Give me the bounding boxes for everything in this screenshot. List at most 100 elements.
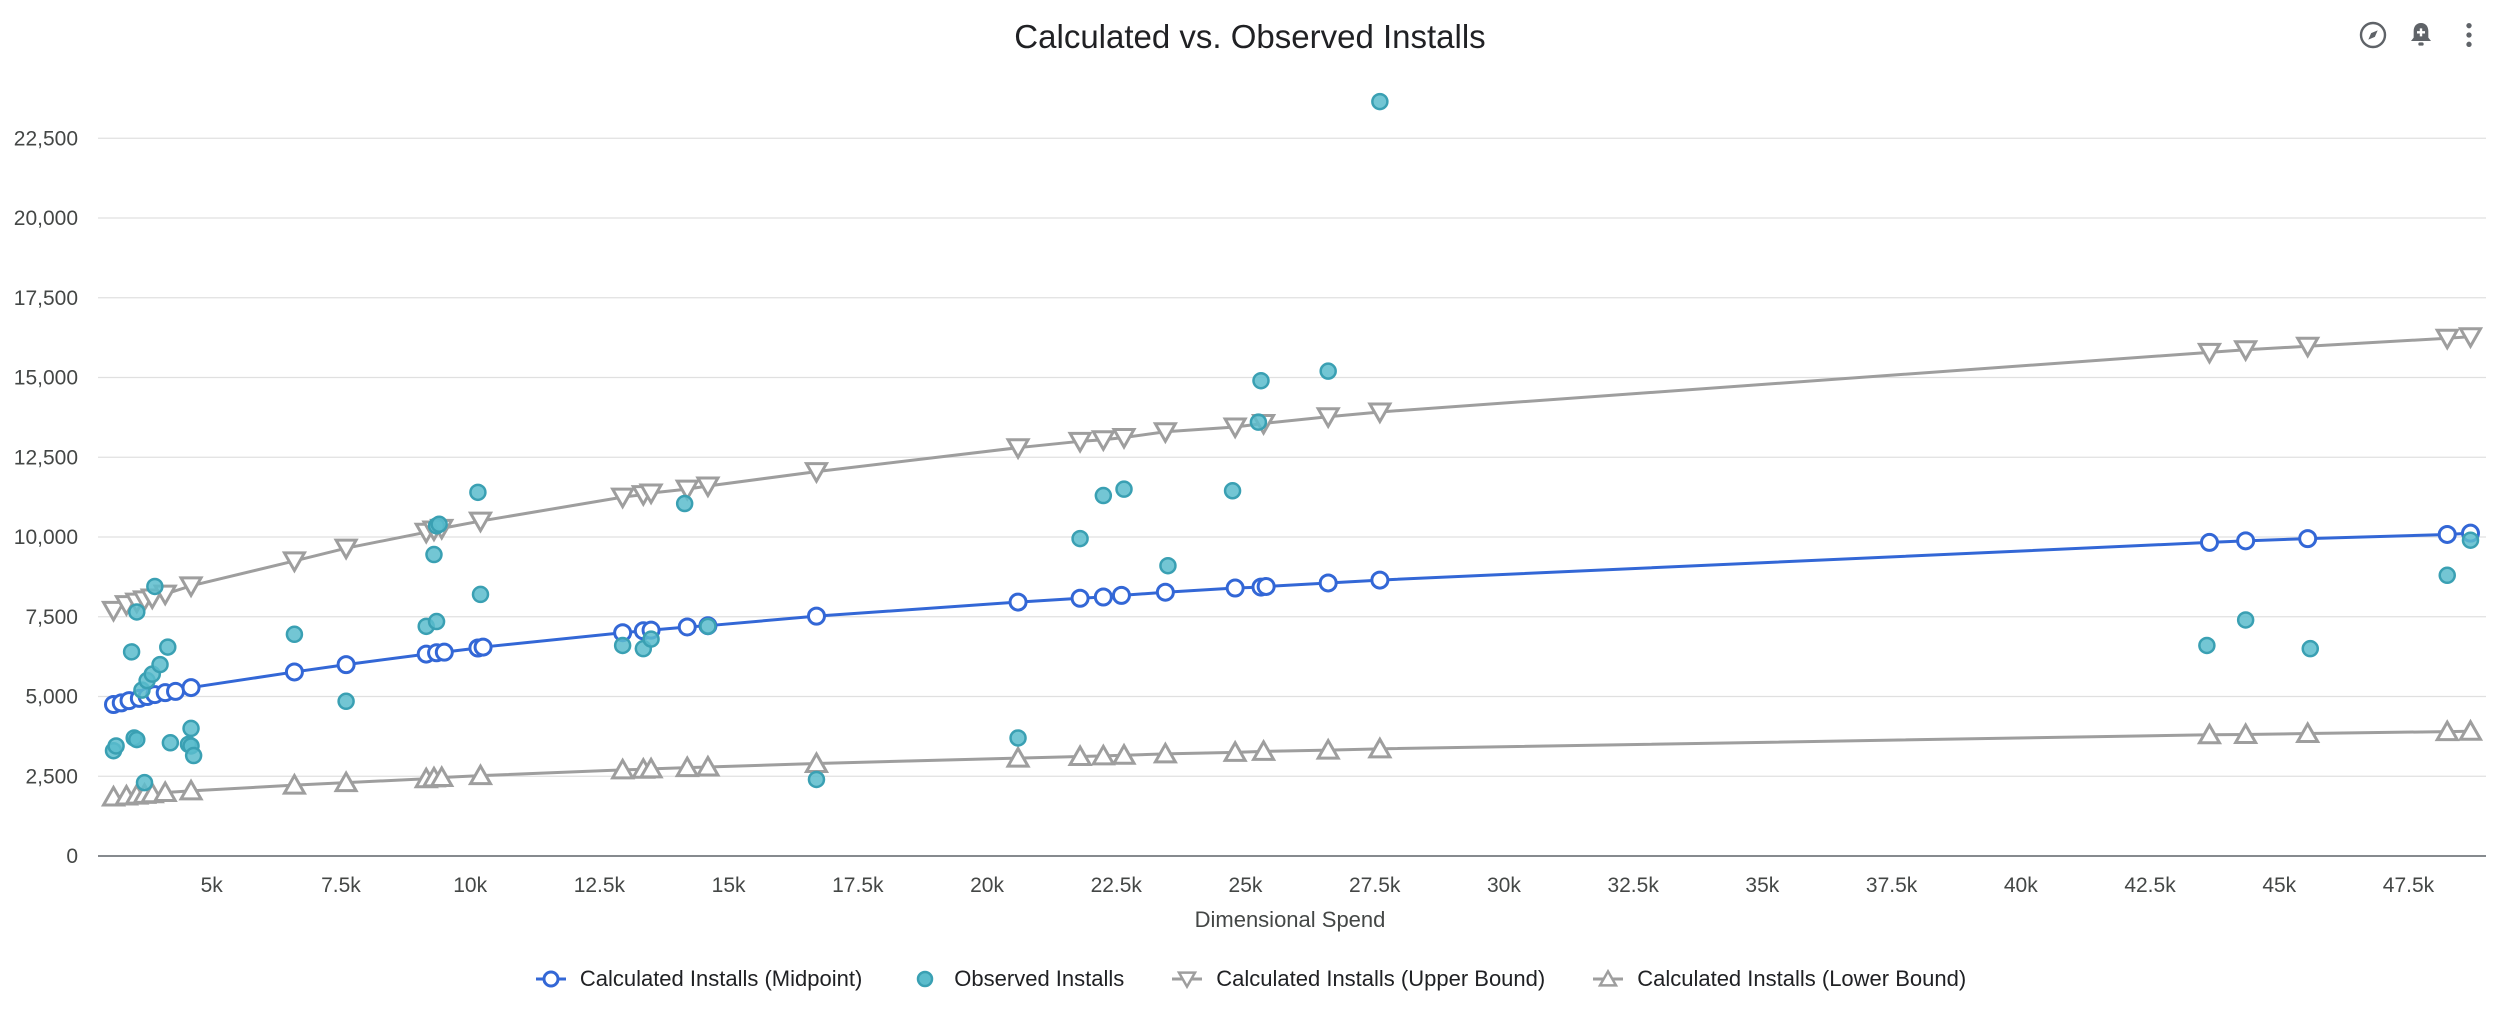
data-point[interactable]	[333, 770, 359, 793]
data-point[interactable]	[1094, 486, 1113, 505]
data-point[interactable]	[2233, 721, 2259, 744]
data-point[interactable]	[1222, 739, 1248, 762]
data-point[interactable]	[333, 538, 359, 561]
data-point[interactable]	[100, 600, 127, 623]
data-point[interactable]	[1315, 407, 1341, 430]
legend-item[interactable]: Calculated Installs (Midpoint)	[534, 966, 862, 992]
data-point[interactable]	[806, 606, 826, 626]
data-point[interactable]	[638, 483, 664, 506]
data-point[interactable]	[1005, 745, 1031, 768]
data-point[interactable]	[429, 765, 455, 788]
data-point[interactable]	[2198, 636, 2216, 655]
data-point[interactable]	[1090, 430, 1116, 453]
data-point[interactable]	[1152, 741, 1178, 764]
data-point[interactable]	[1009, 729, 1027, 747]
data-point[interactable]	[807, 770, 826, 789]
data-point[interactable]	[1111, 427, 1137, 451]
data-point[interactable]	[1159, 556, 1177, 575]
data-point[interactable]	[1223, 482, 1242, 500]
data-point[interactable]	[2295, 720, 2321, 744]
data-point[interactable]	[159, 638, 177, 656]
data-point[interactable]	[425, 545, 443, 564]
data-point[interactable]	[1111, 585, 1131, 605]
data-point[interactable]	[1090, 743, 1116, 766]
data-point[interactable]	[2457, 327, 2484, 350]
data-point[interactable]	[695, 476, 721, 499]
data-point[interactable]	[1370, 570, 1390, 590]
data-point[interactable]	[2434, 719, 2460, 742]
data-point[interactable]	[181, 678, 201, 698]
data-point[interactable]	[2236, 611, 2255, 629]
data-point[interactable]	[2298, 529, 2318, 549]
data-point[interactable]	[281, 551, 308, 574]
data-point[interactable]	[1067, 743, 1093, 766]
legend-item[interactable]: Calculated Installs (Upper Bound)	[1170, 966, 1545, 992]
data-point[interactable]	[2295, 336, 2321, 359]
data-point[interactable]	[1071, 529, 1089, 548]
data-point[interactable]	[1367, 402, 1393, 425]
data-point[interactable]	[2233, 340, 2259, 363]
data-point[interactable]	[184, 746, 203, 765]
data-point[interactable]	[2437, 524, 2457, 544]
data-point[interactable]	[427, 612, 446, 631]
data-point[interactable]	[178, 778, 204, 801]
data-point[interactable]	[281, 772, 308, 795]
data-point[interactable]	[642, 630, 660, 648]
data-point[interactable]	[284, 662, 304, 682]
data-point[interactable]	[1225, 578, 1245, 598]
data-point[interactable]	[1319, 362, 1337, 380]
data-point[interactable]	[1070, 588, 1090, 608]
data-point[interactable]	[2461, 531, 2480, 549]
data-point[interactable]	[1067, 431, 1093, 454]
data-point[interactable]	[2236, 531, 2256, 551]
data-point[interactable]	[610, 757, 636, 780]
data-point[interactable]	[2196, 722, 2223, 745]
add-alert-icon[interactable]	[2404, 18, 2438, 52]
data-point[interactable]	[471, 585, 490, 604]
data-point[interactable]	[467, 511, 494, 534]
data-point[interactable]	[467, 763, 494, 786]
data-point[interactable]	[613, 636, 632, 655]
data-point[interactable]	[2457, 718, 2484, 741]
data-point[interactable]	[285, 625, 304, 644]
data-point[interactable]	[695, 754, 721, 777]
data-point[interactable]	[675, 494, 694, 513]
legend-item[interactable]: Observed Installs	[908, 966, 1124, 992]
data-point[interactable]	[699, 617, 717, 636]
data-point[interactable]	[677, 617, 697, 637]
data-point[interactable]	[1367, 736, 1393, 759]
data-point[interactable]	[638, 756, 664, 779]
data-point[interactable]	[1371, 92, 1389, 111]
data-point[interactable]	[1249, 413, 1268, 431]
more-vert-icon[interactable]	[2452, 18, 2486, 52]
data-point[interactable]	[674, 755, 700, 778]
data-point[interactable]	[337, 692, 355, 711]
data-point[interactable]	[1222, 417, 1248, 440]
data-point[interactable]	[473, 637, 493, 657]
data-point[interactable]	[469, 483, 487, 502]
data-point[interactable]	[1256, 576, 1276, 596]
data-point[interactable]	[128, 730, 146, 749]
data-point[interactable]	[135, 773, 154, 792]
data-point[interactable]	[2301, 639, 2320, 658]
data-point[interactable]	[2438, 566, 2456, 585]
data-point[interactable]	[674, 479, 700, 502]
data-point[interactable]	[146, 577, 164, 596]
data-point[interactable]	[1318, 573, 1338, 593]
data-point[interactable]	[1008, 592, 1028, 612]
data-point[interactable]	[430, 515, 448, 534]
explore-icon[interactable]	[2356, 18, 2390, 52]
data-point[interactable]	[1250, 738, 1277, 761]
data-point[interactable]	[2434, 328, 2460, 351]
data-point[interactable]	[336, 655, 356, 675]
data-point[interactable]	[1152, 422, 1178, 445]
data-point[interactable]	[1093, 587, 1113, 607]
data-point[interactable]	[107, 737, 125, 755]
data-point[interactable]	[434, 642, 454, 662]
data-point[interactable]	[803, 462, 830, 485]
data-point[interactable]	[2196, 342, 2223, 365]
data-point[interactable]	[1315, 737, 1341, 760]
data-point[interactable]	[182, 719, 200, 738]
data-point[interactable]	[1115, 480, 1133, 498]
data-point[interactable]	[152, 779, 178, 803]
